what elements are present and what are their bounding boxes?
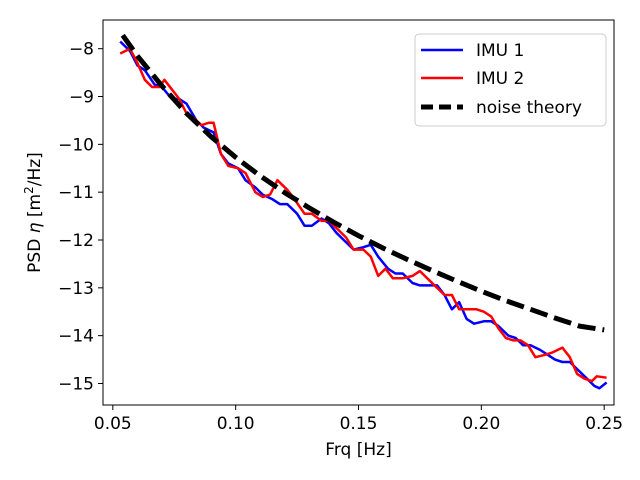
y-axis-label-exponent: 2 xyxy=(22,186,36,194)
legend: IMU 1 IMU 2 noise theory xyxy=(414,33,607,127)
series-noise-theory xyxy=(120,33,605,333)
series-layer xyxy=(119,33,608,390)
y-axis-label-unit: [m xyxy=(25,194,45,223)
x-tick-label: 0.15 xyxy=(340,414,378,434)
x-tick-label: 0.05 xyxy=(94,414,132,434)
x-tick-label: 0.25 xyxy=(585,414,623,434)
legend-label-imu1: IMU 1 xyxy=(476,41,524,61)
series-line-noise-theory xyxy=(120,33,605,333)
y-tick-label: −14 xyxy=(58,327,94,347)
y-axis-ticks: −8 −9 −10 −11 −12 −13 −14 −15 xyxy=(58,40,103,394)
y-axis-label-prefix: PSD xyxy=(25,233,45,273)
x-axis-ticks: 0.05 0.10 0.15 0.20 0.25 xyxy=(94,405,623,434)
x-tick-label: 0.10 xyxy=(217,414,255,434)
y-tick-label: −13 xyxy=(58,279,94,299)
y-tick-label: −8 xyxy=(69,40,94,60)
legend-label-noise-theory: noise theory xyxy=(476,98,582,118)
y-tick-label: −15 xyxy=(58,374,94,394)
y-tick-label: −9 xyxy=(69,88,94,108)
legend-box xyxy=(414,33,607,127)
series-line-imu-1 xyxy=(119,40,608,390)
x-tick-label: 0.20 xyxy=(462,414,500,434)
y-tick-label: −12 xyxy=(58,231,94,251)
y-tick-label: −10 xyxy=(58,135,94,155)
y-axis-label-unit-tail: /Hz] xyxy=(25,152,45,186)
y-axis-label-symbol: η xyxy=(25,222,45,233)
x-axis-label: Frq [Hz] xyxy=(325,440,391,460)
y-axis-label: PSD η [m2/Hz] xyxy=(22,152,45,273)
y-tick-label: −11 xyxy=(58,183,94,203)
series-imu-1 xyxy=(119,40,608,390)
legend-label-imu2: IMU 2 xyxy=(476,69,524,89)
